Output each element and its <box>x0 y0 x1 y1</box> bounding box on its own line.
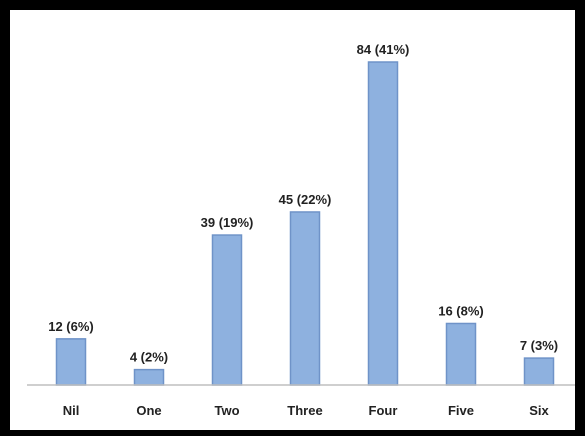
data-label-three: 45 (22%) <box>279 192 332 207</box>
data-label-six: 7 (3%) <box>520 338 558 353</box>
bar-chart: 12 (6%) 4 (2%) 39 (19%) 45 (22%) 84 (41%) 16 … <box>27 42 575 418</box>
bar-six <box>523 357 555 386</box>
x-tick-label-four: Four <box>369 403 398 418</box>
x-tick-label-one: One <box>136 403 161 418</box>
x-tick-label-nil: Nil <box>63 403 80 418</box>
bar-three <box>289 211 321 386</box>
chart-frame: 12 (6%) 4 (2%) 39 (19%) 45 (22%) 84 (41%) 16 … <box>10 10 575 430</box>
bars-group <box>55 61 555 386</box>
data-label-four: 84 (41%) <box>357 42 410 57</box>
bar-nil <box>55 338 87 386</box>
data-label-one: 4 (2%) <box>130 350 168 365</box>
bar-two <box>211 234 243 386</box>
bar-four <box>367 61 399 386</box>
x-tick-labels-group: Nil One Two Three Four Five Six <box>63 403 550 418</box>
bar-one <box>133 368 165 386</box>
data-labels-group: 12 (6%) 4 (2%) 39 (19%) 45 (22%) 84 (41%) 16 … <box>48 42 558 365</box>
x-tick-label-six: Six <box>529 403 549 418</box>
x-tick-label-two: Two <box>214 403 239 418</box>
data-label-five: 16 (8%) <box>438 303 484 318</box>
data-label-nil: 12 (6%) <box>48 319 94 334</box>
x-tick-label-five: Five <box>448 403 474 418</box>
x-tick-label-three: Three <box>287 403 322 418</box>
bar-five <box>445 322 477 386</box>
data-label-two: 39 (19%) <box>201 215 254 230</box>
